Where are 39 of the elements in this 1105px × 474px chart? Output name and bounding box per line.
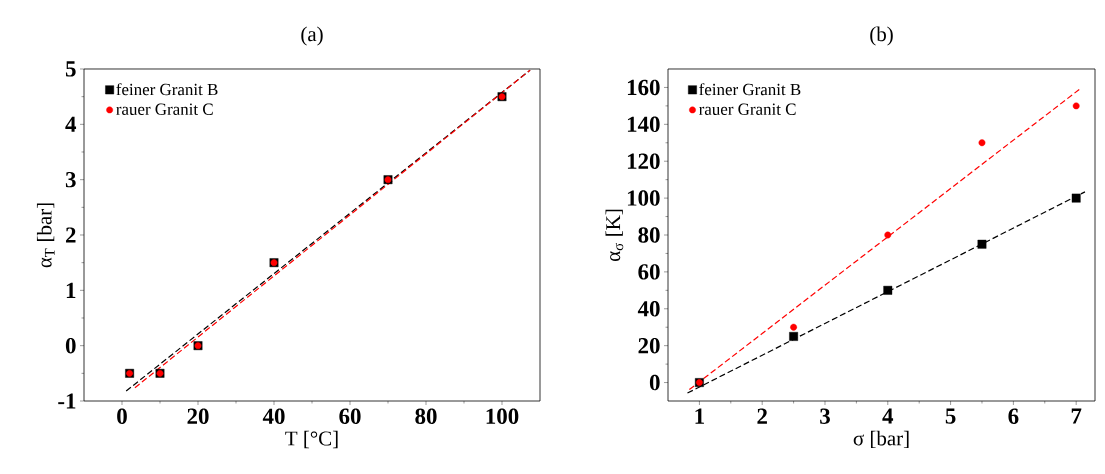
y-tick-label: 5 <box>65 61 76 77</box>
y-tick-label: 4 <box>65 116 77 132</box>
x-tick-label: 5 <box>945 408 956 424</box>
x-tick-label: 4 <box>882 408 894 424</box>
y-tick-label: 20 <box>638 337 660 354</box>
legend-label: feiner Granit B <box>116 83 218 96</box>
y-axis-title: α$_{T}$ [bar] <box>36 203 55 268</box>
y-tick-label: 100 <box>627 190 660 206</box>
y-tick-label: 80 <box>638 227 660 243</box>
x-tick-label: 20 <box>187 408 209 424</box>
x-tick-label: 80 <box>415 408 437 424</box>
legend-label: feiner Granit B <box>699 83 801 96</box>
y-tick-label: 2 <box>65 227 76 243</box>
x-tick-label: 6 <box>1008 408 1019 424</box>
y-tick-label: 60 <box>638 264 660 280</box>
x-tick-label: 40 <box>262 408 285 424</box>
x-tick-label: 100 <box>486 408 519 424</box>
legend-label: rauer Granit C <box>699 103 796 115</box>
legend-label: rauer Granit C <box>116 103 213 115</box>
x-tick-label: 3 <box>820 408 830 424</box>
x-tick-label: 0 <box>117 408 127 424</box>
x-tick-label: 60 <box>339 408 361 424</box>
y-tick-label: 0 <box>649 374 660 391</box>
y-tick-label: 0 <box>65 337 76 354</box>
x-tick-label: 7 <box>1071 408 1082 424</box>
y-tick-label: 1 <box>66 282 76 298</box>
y-tick-label: 160 <box>627 79 660 96</box>
y-tick-label: 40 <box>637 301 660 317</box>
y-tick-label: 3 <box>65 171 76 188</box>
x-axis-title: σ [bar] <box>853 430 909 449</box>
y-tick-label: 140 <box>627 116 660 133</box>
x-tick-label: 1 <box>695 408 704 424</box>
x-axis-title: T [°C] <box>285 430 338 449</box>
y-axis-title: α$_{σ}$ [K] <box>605 209 624 262</box>
chart-title: (b) <box>870 26 893 46</box>
x-tick-label: 2 <box>757 408 767 424</box>
y-tick-label: -1 <box>58 393 76 409</box>
chart-title: (a) <box>301 26 323 46</box>
y-tick-label: 120 <box>627 153 660 169</box>
